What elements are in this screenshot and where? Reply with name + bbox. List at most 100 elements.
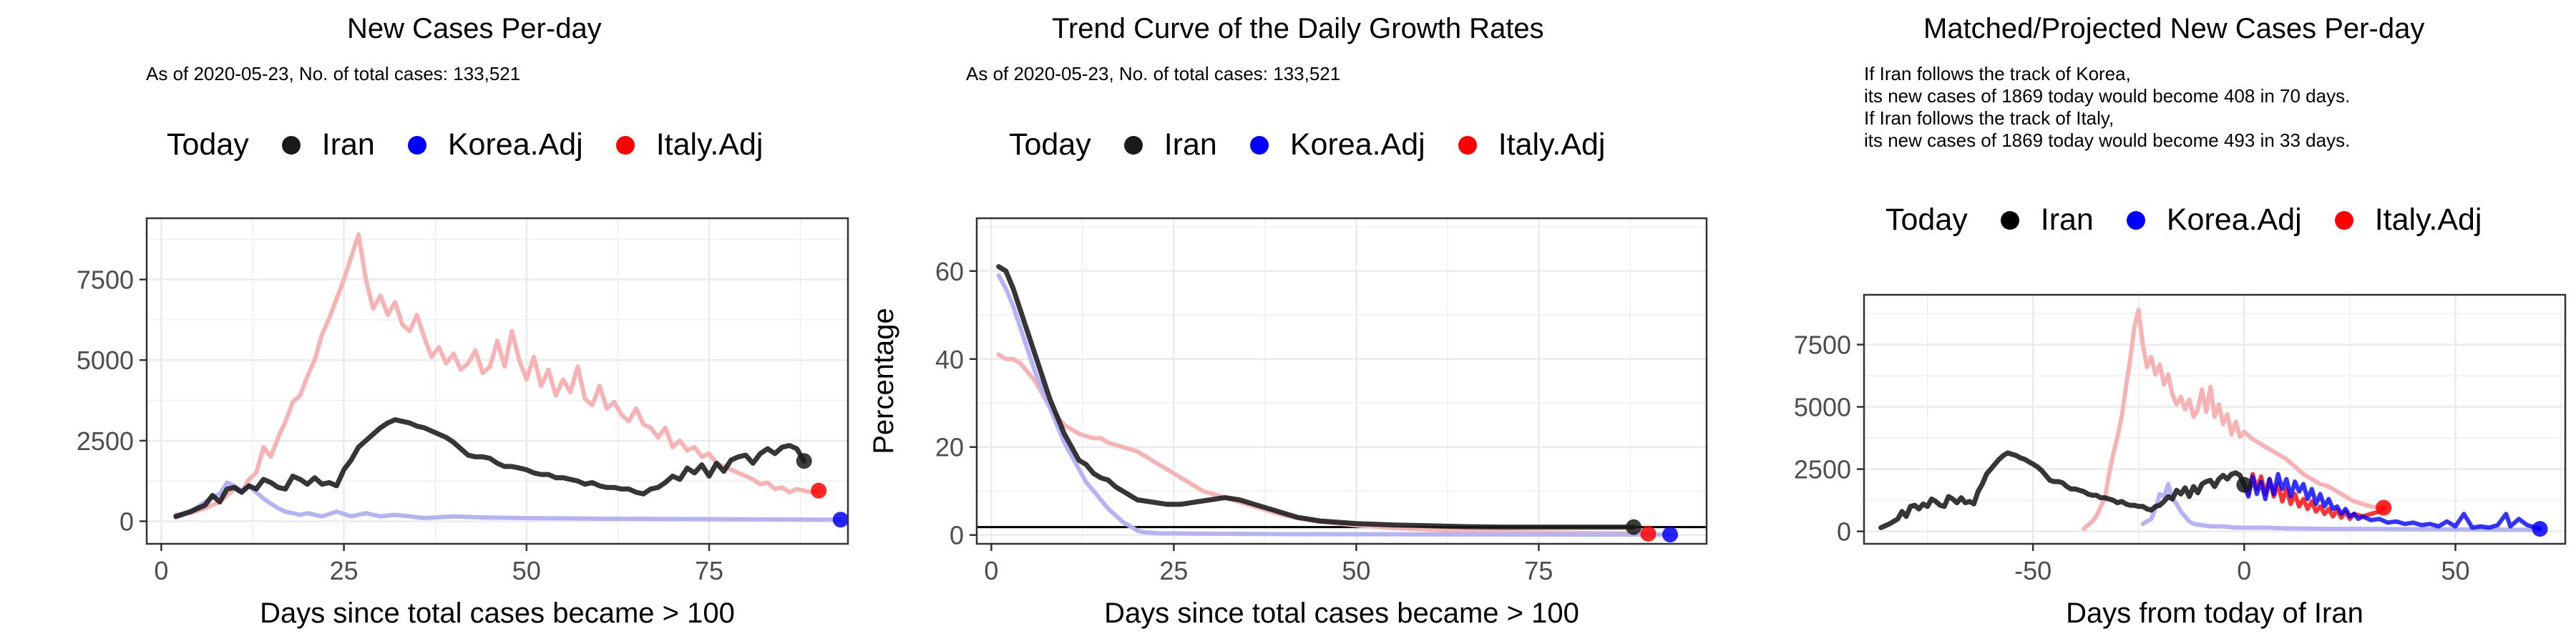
series-line-italy-adj [2082,307,2386,532]
grid [147,218,848,544]
plot-border [975,217,1708,545]
y-tick-label: 5000 [77,346,134,375]
legend-dot-iran [2000,210,2019,230]
x-tick-label: 25 [330,556,358,585]
series-line-italy-adj [996,352,1651,536]
projection-notes: If Iran follows the track of Korea, its … [1864,63,2350,152]
y-tick-label: 60 [935,257,964,286]
x-tick-label: 50 [2441,556,2469,585]
legend-dot-korea [2126,210,2145,230]
y-tick-label: 0 [1837,517,1851,547]
legend-item-korea: Korea.Adj [1249,127,1425,162]
legend-title: Today [1885,203,1968,237]
y-tick-label: 0 [119,507,134,536]
legend: Today Iran Korea.Adj Italy.Adj [167,127,763,162]
legend-item-iran: Iran [1123,127,1217,162]
today-point-iran [796,453,812,469]
today-point-italy [811,482,827,499]
series-line-korea-adj [996,273,1672,537]
y-tick-label: 5000 [1794,393,1851,422]
today-point-korea [832,512,849,528]
legend-label-italy: Italy.Adj [1498,127,1606,162]
panel-matched-projected: Matched/Projected New Cases Per-day If I… [1717,0,2576,644]
legend-dot-italy [615,135,635,155]
plot-border [145,217,849,545]
chart-matched-projected: -50 0 50 0 2500 5000 7500 Days from today of Ir… [1794,293,2567,629]
legend-label-korea: Korea.Adj [1289,127,1425,162]
today-point-iran [1626,519,1641,535]
y-tick-label: 7500 [77,265,134,295]
legend-item-korea: Korea.Adj [2126,203,2302,238]
legend-item-iran: Iran [2000,203,2094,238]
series-line-korea-adj [173,480,843,522]
today-point-italy [2376,499,2392,516]
y-tick-label: 2500 [1794,455,1851,484]
x-tick-label: -50 [2014,556,2051,585]
legend-label-korea: Korea.Adj [447,127,583,162]
chart-growth-rates: 0 25 50 75 0 20 40 60 Days since total cases bec… [868,217,1708,629]
x-axis-label: Days since total cases became > 100 [260,597,735,629]
series-line-iran [173,417,807,519]
today-point-italy [1640,525,1657,542]
today-point-korea [2532,521,2548,537]
x-tick-label: 50 [1342,556,1370,585]
legend-dot-iran [281,135,301,155]
legend-item-italy: Italy.Adj [1458,127,1606,162]
projection-note: If Iran follows the track of Italy, [1864,107,2114,129]
legend: Today Iran Korea.Adj Italy.Adj [1009,127,1605,162]
legend-dot-italy [1458,135,1477,155]
chart-title: New Cases Per-day [347,13,602,44]
y-tick-label: 40 [935,345,964,374]
x-tick-label: 0 [2237,556,2251,585]
series-line-iran [996,264,1636,530]
chart-title: Trend Curve of the Daily Growth Rates [1052,13,1544,44]
panel-growth-rates: Trend Curve of the Daily Growth Rates As… [859,0,1717,644]
legend-label-iran: Iran [2040,203,2094,237]
projection-note: If Iran follows the track of Korea, [1864,63,2131,84]
y-tick-label: 7500 [1794,331,1851,360]
x-tick-label: 50 [512,556,541,585]
panel-new-cases: New Cases Per-day As of 2020-05-23, No. … [0,0,859,644]
x-tick-label: 0 [154,556,168,585]
legend-label-iran: Iran [1163,127,1217,162]
legend-title: Today [1009,127,1091,162]
series-line-korea-adj [2140,482,2542,532]
legend-item-italy: Italy.Adj [2334,203,2482,238]
chart-new-cases: 0 25 50 75 0 2500 5000 7500 Days since total cas… [77,217,849,629]
projection-note: its new cases of 1869 today would become… [1864,130,2351,151]
legend: Today Iran Korea.Adj Italy.Adj [1885,203,2482,238]
legend-dot-iran [1123,135,1143,155]
grid [1864,295,2565,544]
legend-item-italy: Italy.Adj [615,127,763,162]
today-point-iran [2236,477,2253,493]
chart-subtitle: As of 2020-05-23, No. of total cases: 13… [966,63,1341,84]
x-tick-label: 25 [1159,556,1188,585]
legend-dot-korea [1249,135,1269,155]
y-axis-label: Percentage [868,308,899,454]
legend-label-italy: Italy.Adj [2374,203,2482,237]
plot-border [1863,293,2567,545]
today-point-korea [1662,527,1678,543]
legend-label-italy: Italy.Adj [655,127,763,162]
legend-item-korea: Korea.Adj [407,127,583,162]
legend-item-iran: Iran [281,127,375,162]
legend-label-korea: Korea.Adj [2166,203,2302,237]
x-tick-label: 0 [984,556,998,585]
y-tick-label: 20 [935,433,964,462]
chart-title: Matched/Projected New Cases Per-day [1923,13,2425,44]
chart-subtitle: As of 2020-05-23, No. of total cases: 13… [146,63,521,84]
x-tick-label: 75 [695,556,723,585]
y-tick-label: 0 [950,521,964,550]
x-axis-label: Days since total cases became > 100 [1104,597,1579,629]
legend-dot-italy [2334,210,2353,230]
x-axis-label: Days from today of Iran [2066,597,2363,629]
x-tick-label: 75 [1524,556,1553,585]
projection-note: its new cases of 1869 today would become… [1864,85,2351,107]
series-line-iran [1878,450,2247,530]
legend-label-iran: Iran [321,127,375,162]
legend-title: Today [167,127,249,162]
legend-dot-korea [407,135,426,155]
series-line-korea-adj-projected [2242,472,2542,532]
grid [977,218,1707,544]
y-tick-label: 2500 [77,426,134,456]
